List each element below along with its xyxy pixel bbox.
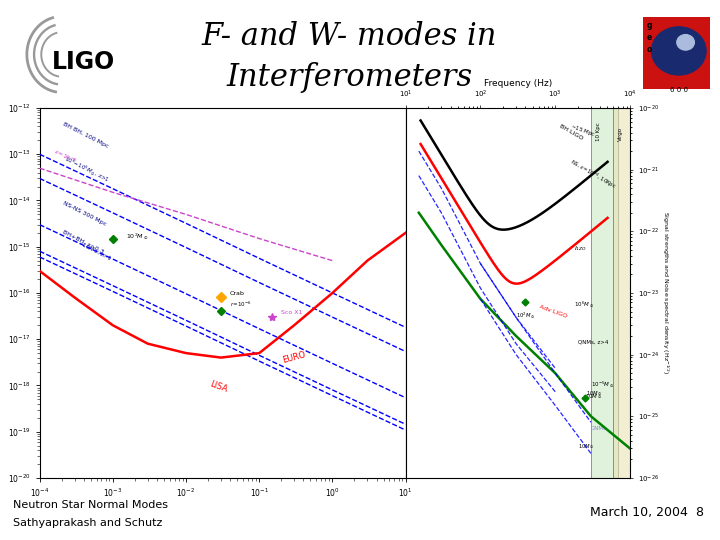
Text: 8: 8	[695, 506, 703, 519]
Text: NS, $\epsilon\!=\!10^{-4}$, 10Kpc: NS, $\epsilon\!=\!10^{-4}$, 10Kpc	[568, 157, 618, 191]
Text: Crab: Crab	[230, 291, 245, 296]
Text: Neutron Star Normal Modes: Neutron Star Normal Modes	[13, 501, 168, 510]
Text: $r\!=\!10^{-6}$: $r\!=\!10^{-6}$	[230, 300, 252, 309]
Y-axis label: Signal strengths and Noise spectral density (Hz$^{-1/2}$): Signal strengths and Noise spectral dens…	[660, 212, 670, 374]
Text: $10^2 M_\odot$: $10^2 M_\odot$	[516, 310, 536, 321]
Text: $10^2 M_\odot$: $10^2 M_\odot$	[126, 232, 148, 242]
Text: Sco X1: Sco X1	[282, 310, 302, 315]
Text: $10^{-5}M_\odot$: $10^{-5}M_\odot$	[591, 380, 614, 390]
Text: o: o	[647, 45, 652, 53]
Text: $\epsilon\!=\!10^{-6}$: $\epsilon\!=\!10^{-6}$	[53, 147, 79, 167]
Text: $10M_\odot$: $10M_\odot$	[577, 442, 595, 451]
Text: Interferometers: Interferometers	[226, 62, 472, 93]
Circle shape	[677, 35, 694, 50]
Text: GNMs: GNMs	[591, 426, 607, 431]
Text: BH LIGO: BH LIGO	[558, 124, 583, 141]
X-axis label: Frequency (Hz): Frequency (Hz)	[484, 79, 552, 87]
Bar	[613, 0, 630, 478]
Text: EURO: EURO	[282, 350, 307, 366]
Circle shape	[652, 27, 706, 75]
Text: March 10, 2004: March 10, 2004	[590, 506, 688, 519]
Text: Virgo: Virgo	[618, 127, 624, 141]
Text: $\sim\!15$ Mpc: $\sim\!15$ Mpc	[568, 122, 598, 139]
Text: Adv LIGO: Adv LIGO	[539, 304, 567, 319]
Text: UNIVERSITY: UNIVERSITY	[315, 519, 372, 528]
Text: $10^6\!-\!10^5 M_\odot$, z>1: $10^6\!-\!10^5 M_\odot$, z>1	[62, 153, 111, 185]
Text: F- and W- modes in: F- and W- modes in	[202, 21, 497, 52]
Text: g: g	[647, 21, 652, 30]
Text: LISA: LISA	[208, 380, 228, 395]
Text: NS-NS 300 Mpc: NS-NS 300 Mpc	[62, 201, 107, 227]
Bar	[591, 0, 618, 478]
Text: Sathyaprakash and Schutz: Sathyaprakash and Schutz	[13, 518, 162, 528]
Text: LIGO: LIGO	[53, 50, 116, 73]
Text: BH+BH, z>0.3: BH+BH, z>0.3	[62, 230, 104, 255]
Bar	[643, 17, 710, 89]
Text: QNMs, z>4: QNMs, z>4	[577, 340, 608, 345]
Text: $10M_\odot$: $10M_\odot$	[586, 389, 603, 398]
Text: $I_{1ZO}$: $I_{1ZO}$	[575, 244, 588, 253]
Text: e: e	[647, 33, 652, 42]
Text: CARDIFF: CARDIFF	[319, 507, 369, 516]
Text: $10M_\odot$: $10M_\odot$	[585, 392, 603, 401]
Text: 10 Kpc: 10 Kpc	[596, 123, 601, 141]
Text: BH BH, 100 Mpc: BH BH, 100 Mpc	[62, 121, 109, 149]
Text: 6 0 0: 6 0 0	[670, 87, 688, 93]
Text: $10^6 M_\odot$: $10^6 M_\odot$	[575, 300, 594, 310]
Text: $\sim\!10 M_\odot$, z>1: $\sim\!10 M_\odot$, z>1	[75, 238, 113, 264]
